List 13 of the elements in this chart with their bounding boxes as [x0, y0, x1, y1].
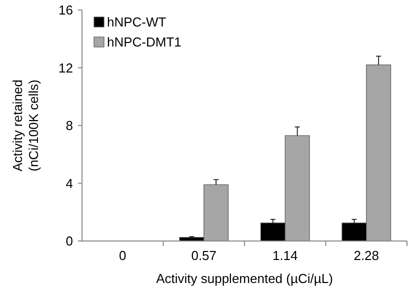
y-tick-label: 4 [66, 176, 73, 191]
y-tick-label: 0 [66, 234, 73, 249]
y-axis-title: Activity retained (nCi/100K cells) [10, 80, 41, 172]
x-tick-label: 0.57 [191, 248, 217, 263]
x-tick-label: 2.28 [354, 248, 380, 263]
y-tick-label: 12 [58, 60, 73, 76]
y-tick-label: 16 [58, 2, 73, 18]
x-axis-title: Activity supplemented (µCi/µL) [156, 271, 333, 286]
x-tick-label: 0 [119, 248, 126, 263]
legend-label: hNPC-DMT1 [107, 34, 182, 50]
x-tick-label: 1.14 [272, 248, 298, 263]
y-tick-label: 8 [66, 118, 73, 134]
legend-label: hNPC-WT [107, 14, 166, 30]
